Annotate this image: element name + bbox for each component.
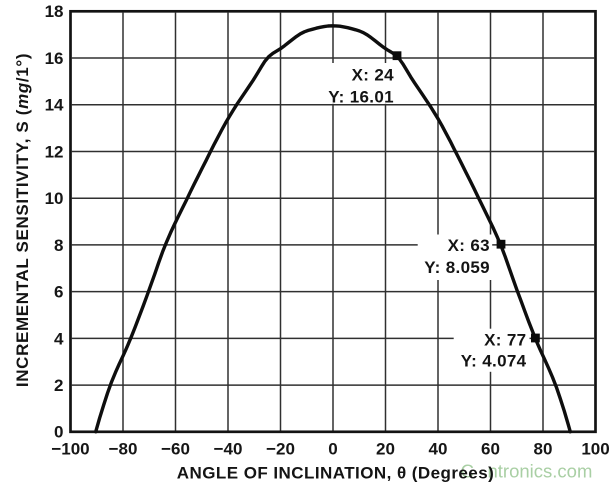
svg-text:−80: −80 [109, 440, 138, 459]
svg-text:−20: −20 [266, 440, 295, 459]
svg-text:2: 2 [54, 376, 63, 395]
svg-text:10: 10 [45, 189, 64, 208]
svg-text:100: 100 [581, 440, 609, 459]
svg-text:60: 60 [481, 440, 500, 459]
svg-text:40: 40 [429, 440, 448, 459]
svg-text:14: 14 [45, 96, 64, 115]
svg-text:4: 4 [54, 329, 64, 348]
svg-text:Y: 4.074: Y: 4.074 [461, 351, 527, 370]
svg-text:C: C [461, 461, 474, 482]
svg-text:12: 12 [45, 142, 64, 161]
svg-text:80: 80 [534, 440, 553, 459]
svg-text:Y: 16.01: Y: 16.01 [328, 88, 394, 107]
svg-text:20: 20 [376, 440, 395, 459]
svg-text:ntronics.com: ntronics.com [488, 461, 593, 482]
svg-text:ANGLE OF INCLINATION, θ (Degre: ANGLE OF INCLINATION, θ (Degrees) [177, 463, 494, 482]
svg-text:X: 24: X: 24 [352, 65, 395, 84]
svg-text:Y: 8.059: Y: 8.059 [424, 258, 490, 277]
svg-text:6: 6 [54, 283, 63, 302]
svg-text:X: 63: X: 63 [448, 236, 490, 255]
svg-text:16: 16 [45, 49, 64, 68]
svg-text:INCREMENTAL SENSITIVITY, S (mg: INCREMENTAL SENSITIVITY, S (mg/1°) [13, 53, 32, 387]
svg-text:18: 18 [45, 2, 64, 21]
svg-text:0: 0 [328, 440, 337, 459]
svg-text:8: 8 [54, 236, 63, 255]
svg-text:−100: −100 [51, 440, 89, 459]
svg-text:−40: −40 [214, 440, 243, 459]
svg-text:X: 77: X: 77 [484, 330, 526, 349]
svg-text:0: 0 [54, 423, 63, 442]
svg-text:−60: −60 [161, 440, 190, 459]
